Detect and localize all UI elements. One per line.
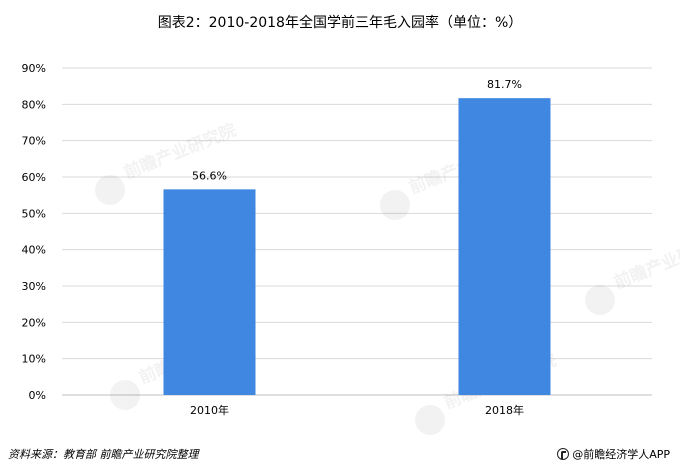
brand-credit-text: @前瞻经济学人APP — [572, 448, 670, 461]
labels: 0% 10% 20% 30% 40% 50% 60% 70% 80% 90% 56.6% 2010年 8… — [22, 62, 524, 417]
watermark-logo-icon — [415, 405, 445, 435]
y-tick-label: 50% — [22, 207, 46, 220]
bar — [458, 98, 551, 395]
y-tick-label: 0% — [29, 389, 46, 402]
y-tick-label: 40% — [22, 244, 46, 257]
y-tick-label: 20% — [22, 316, 46, 329]
y-tick-label: 60% — [22, 171, 46, 184]
bar — [163, 189, 256, 395]
brand-credit: @前瞻经济学人APP — [557, 446, 670, 462]
watermark-logo-icon — [110, 380, 140, 410]
y-tick-label: 70% — [22, 135, 46, 148]
y-tick-label: 10% — [22, 353, 46, 366]
y-tick-label: 30% — [22, 280, 46, 293]
watermark-logo-icon — [585, 285, 615, 315]
x-tick-label: 2010年 — [190, 403, 229, 417]
chart-title: 图表2：2010-2018年全国学前三年毛入园率（单位：%） — [157, 15, 523, 31]
data-label: 56.6% — [192, 169, 227, 182]
watermark-logo-icon — [380, 190, 410, 220]
bars — [163, 98, 551, 395]
data-label: 81.7% — [487, 78, 522, 91]
watermark-logo-icon — [95, 175, 125, 205]
y-tick-label: 80% — [22, 98, 46, 111]
x-tick-label: 2018年 — [485, 403, 524, 417]
watermark-text: 前瞻产业研究院 — [611, 229, 680, 293]
brand-logo-icon — [557, 448, 570, 460]
watermark: 前瞻产业研究院 — [585, 229, 680, 315]
y-tick-label: 90% — [22, 62, 46, 75]
source-note: 资料来源：教育部 前瞻产业研究院整理 — [8, 448, 199, 461]
gridlines — [62, 67, 652, 396]
